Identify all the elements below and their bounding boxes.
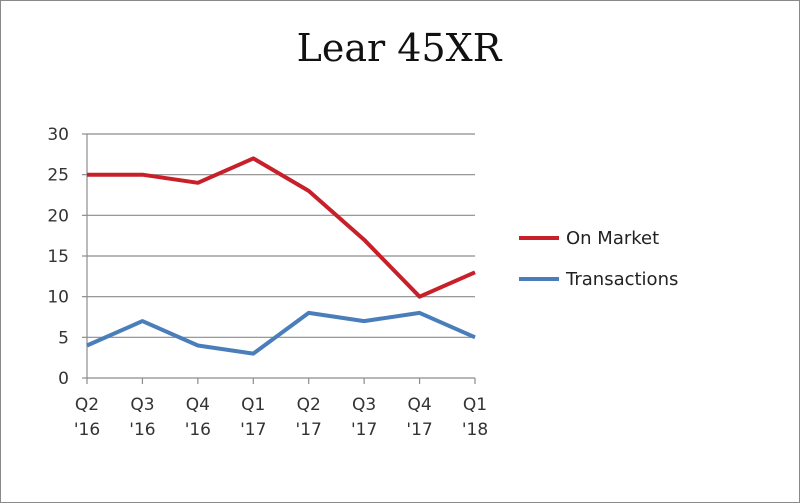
x-tick-label-year: '16 [185, 420, 211, 440]
series-lines [86, 156, 476, 356]
legend-label: Transactions [565, 269, 678, 290]
x-tick-label-year: '17 [240, 420, 266, 440]
x-tick-label-year: '16 [74, 420, 100, 440]
y-tick-label: 30 [47, 125, 69, 145]
x-tick-label-quarter: Q3 [352, 395, 376, 415]
legend: On Market Transactions [519, 228, 678, 290]
y-tick-label: 5 [58, 328, 69, 348]
y-tick-label: 0 [58, 369, 69, 389]
x-tick-label-quarter: Q4 [186, 395, 210, 415]
y-tick-label: 25 [47, 166, 69, 186]
x-tick-label-quarter: Q1 [241, 395, 265, 415]
y-tick-label: 10 [47, 288, 69, 308]
y-tick-label: 15 [47, 247, 69, 267]
x-tick-label-year: '18 [462, 420, 488, 440]
series-line-transactions [86, 310, 476, 356]
x-tick-label-year: '17 [351, 420, 377, 440]
legend-label: On Market [566, 228, 659, 249]
series-line-on-market [87, 156, 476, 299]
x-tick-label-quarter: Q4 [407, 395, 431, 415]
x-tick-label-quarter: Q1 [463, 395, 487, 415]
x-tick-label-year: '17 [406, 420, 432, 440]
y-tick-label: 20 [47, 206, 69, 226]
y-axis-ticks: 0 5 10 15 20 25 30 [47, 125, 69, 389]
x-tick-label-quarter: Q3 [130, 395, 154, 415]
x-tick-label-quarter: Q2 [297, 395, 321, 415]
x-tick-label-quarter: Q2 [75, 395, 99, 415]
x-tick-label-year: '16 [129, 420, 155, 440]
chart-title: Lear 45XR [297, 26, 503, 70]
x-tick-label-year: '17 [296, 420, 322, 440]
gridlines [87, 133, 475, 338]
x-axis-ticks: Q2 '16 Q3 '16 Q4 '16 Q1 '17 Q2 '17 Q3 '17 Q4 '17 Q1 '18 [74, 395, 488, 440]
